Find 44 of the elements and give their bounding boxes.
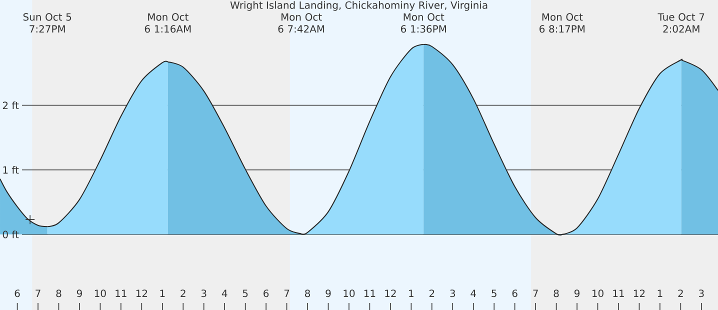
chart-title: Wright Island Landing, Chickahominy River, Virginia xyxy=(230,1,488,11)
x-tick-label: 9 xyxy=(326,289,331,297)
x-tick-label: 8 xyxy=(56,289,62,297)
x-tick-label: 10 xyxy=(592,289,604,297)
x-tick-label: 12 xyxy=(385,289,396,297)
annotation: Mon Oct 6 1:36PM xyxy=(401,12,446,32)
x-tick-label: 4 xyxy=(222,290,228,297)
x-tick-label: 6 xyxy=(512,289,518,297)
annotation: Mon Oct 6 7:42AM xyxy=(278,12,324,32)
annotation: Sun Oct 5 7:27PM xyxy=(23,12,72,32)
x-tick-label: 11 xyxy=(116,290,126,297)
x-tick-label: 3 xyxy=(201,289,206,297)
x-tick-label: 10 xyxy=(344,289,355,297)
x-tick-label: 11 xyxy=(364,290,376,297)
x-tick-label: 1 xyxy=(160,290,165,297)
x-tick-label: 12 xyxy=(634,289,645,297)
x-tick-label: 9 xyxy=(574,289,580,297)
annotation: Mon Oct 6 8:17PM xyxy=(540,12,585,32)
x-tick-label: 6 xyxy=(264,289,269,297)
x-tick-label: 4 xyxy=(470,290,476,297)
y-tick-label: 2 ft xyxy=(2,101,19,109)
x-tick-label: 10 xyxy=(94,289,106,297)
x-tick-label: 1 xyxy=(658,290,662,297)
x-tick-label: 7 xyxy=(284,290,290,297)
x-tick-label: 8 xyxy=(554,289,559,297)
x-tick-label: 1 xyxy=(409,290,414,297)
x-tick-label: 5 xyxy=(492,290,496,297)
x-tick-label: 7 xyxy=(533,290,538,297)
x-tick-label: 9 xyxy=(76,289,82,297)
annotation: Mon Oct 6 1:16AM xyxy=(144,12,191,32)
x-tick-label: 3 xyxy=(450,289,456,297)
x-tick-label: 11 xyxy=(613,290,624,297)
x-tick-label: 5 xyxy=(242,290,248,297)
x-tick-label: 2 xyxy=(678,289,683,297)
x-tick-label: 3 xyxy=(699,289,704,297)
x-tick-label: 2 xyxy=(180,289,186,297)
x-tick-label: 2 xyxy=(429,289,434,297)
annotation: Tue Oct 7 2:02AM xyxy=(658,12,704,32)
y-tick-label: 1 ft xyxy=(3,166,19,174)
x-tick-label: 6 xyxy=(14,289,20,297)
x-tick-label: 7 xyxy=(36,290,40,297)
x-tick-label: 8 xyxy=(305,289,310,297)
x-tick-label: 12 xyxy=(136,289,148,297)
y-tick-label: 0 ft xyxy=(2,230,19,238)
